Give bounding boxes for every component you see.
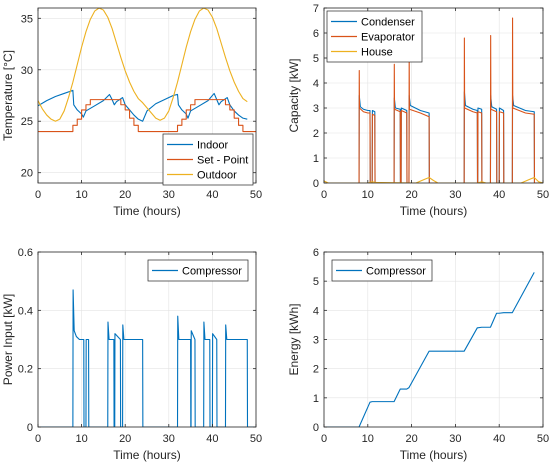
energy-y-tick-label: 2 — [313, 364, 319, 376]
power-legend-box — [147, 259, 249, 282]
temperature-x-tick-label: 30 — [163, 189, 175, 201]
power-x-tick-label: 20 — [119, 433, 131, 445]
temperature-x-tick-label: 50 — [250, 189, 262, 201]
power-y-axis-title: Power Input [kW] — [1, 294, 15, 385]
capacity-axes-box — [323, 7, 544, 184]
temperature-y-tick-label: 30 — [21, 65, 33, 77]
temperature-y-tick-label: 20 — [21, 168, 33, 180]
energy-y-axis-title: Energy [kWh] — [287, 303, 301, 375]
power-y-tick-label: 0 — [27, 422, 33, 434]
energy-x-tick-label: 0 — [321, 433, 327, 445]
power-x-tick-label: 10 — [75, 433, 87, 445]
capacity-x-tick-label: 0 — [321, 189, 327, 201]
power-y-tick-label: 0.2 — [18, 364, 33, 376]
power-x-tick-label: 30 — [163, 433, 175, 445]
temperature-chart: 0 10 20 30 40 50 20 25 30 35 Time (hours) Temperatu… — [1, 7, 262, 218]
temperature-legend-label: Indoor — [197, 140, 229, 152]
capacity-x-tick-label: 30 — [449, 189, 461, 201]
capacity-series-line-house — [324, 176, 543, 183]
capacity-y-tick-label: 3 — [313, 103, 319, 115]
capacity-y-axis-title: Capacity [kW] — [287, 58, 301, 132]
energy-y-tick-label: 1 — [313, 393, 319, 405]
temperature-x-tick-label: 20 — [119, 189, 131, 201]
power-x-tick-label: 40 — [206, 433, 218, 445]
temperature-y-tick-label: 35 — [21, 13, 33, 25]
energy-y-tick-label: 3 — [313, 335, 319, 347]
capacity-y-tick-label: 2 — [313, 128, 319, 140]
energy-legend-label: Compressor — [366, 266, 426, 278]
energy-x-tick-label: 50 — [537, 433, 549, 445]
power-x-tick-label: 50 — [250, 433, 262, 445]
temperature-x-tick-label: 40 — [206, 189, 218, 201]
power-series-line-compressor — [38, 289, 256, 427]
capacity-legend: Condenser Evaporator House — [326, 10, 423, 63]
temperature-x-tick-label: 0 — [35, 189, 41, 201]
temperature-x-tick-label: 10 — [75, 189, 87, 201]
energy-x-axis-title: Time (hours) — [400, 448, 468, 462]
energy-y-tick-label: 4 — [313, 305, 319, 317]
capacity-x-tick-label: 50 — [537, 189, 549, 201]
capacity-x-tick-label: 10 — [362, 189, 374, 201]
capacity-legend-label: Evaporator — [361, 32, 415, 44]
capacity-y-tick-label: 1 — [313, 153, 319, 165]
energy-chart: 0 10 20 30 40 50 0 1 2 3 4 5 6 Time (hours) Energy [kW… — [287, 247, 549, 462]
temperature-y-axis-title: Temperature [°C] — [1, 50, 15, 141]
temperature-legend: Indoor Set - Point Outdoor — [162, 133, 254, 186]
temperature-series-line-set-point — [38, 99, 256, 133]
energy-y-tick-label: 6 — [313, 247, 319, 259]
power-axes-box — [37, 251, 257, 428]
energy-y-tick-label: 5 — [313, 276, 319, 288]
power-x-axis-title: Time (hours) — [113, 448, 181, 462]
capacity-y-tick-label: 5 — [313, 53, 319, 65]
power-y-tick-label: 0.4 — [18, 305, 33, 317]
temperature-x-axis-title: Time (hours) — [113, 204, 181, 218]
capacity-chart: 0 10 20 30 40 50 0 1 2 3 4 5 6 7 Time (hours) Capacity … — [287, 3, 549, 218]
capacity-legend-label: Condenser — [361, 17, 415, 29]
capacity-y-tick-label: 4 — [313, 78, 319, 90]
capacity-series-line-evaporator — [324, 17, 543, 183]
power-chart: 0 10 20 30 40 50 0 0.2 0.4 0.6 Time (hours) Power I… — [1, 247, 262, 462]
energy-x-tick-label: 30 — [449, 433, 461, 445]
energy-legend-box — [331, 259, 433, 282]
power-legend: Compressor — [147, 259, 249, 282]
energy-y-tick-label: 0 — [313, 422, 319, 434]
capacity-y-tick-label: 7 — [313, 3, 319, 15]
power-y-tick-label: 0.6 — [18, 247, 33, 259]
power-x-tick-label: 0 — [35, 433, 41, 445]
temperature-legend-label: Outdoor — [197, 170, 237, 182]
energy-x-tick-label: 40 — [493, 433, 505, 445]
capacity-y-tick-label: 0 — [313, 178, 319, 190]
energy-x-tick-label: 10 — [362, 433, 374, 445]
energy-x-tick-label: 20 — [405, 433, 417, 445]
temperature-legend-label: Set - Point — [197, 155, 248, 167]
capacity-y-tick-label: 6 — [313, 28, 319, 40]
capacity-x-axis-title: Time (hours) — [400, 204, 468, 218]
capacity-legend-label: House — [361, 47, 393, 59]
energy-series-line-compressor — [324, 272, 535, 427]
temperature-series-line-outdoor — [38, 8, 248, 122]
temperature-y-tick-label: 25 — [21, 116, 33, 128]
capacity-x-tick-label: 20 — [405, 189, 417, 201]
temperature-axes-box — [37, 7, 257, 184]
power-legend-label: Compressor — [182, 266, 242, 278]
energy-legend: Compressor — [331, 259, 433, 282]
capacity-x-tick-label: 40 — [493, 189, 505, 201]
